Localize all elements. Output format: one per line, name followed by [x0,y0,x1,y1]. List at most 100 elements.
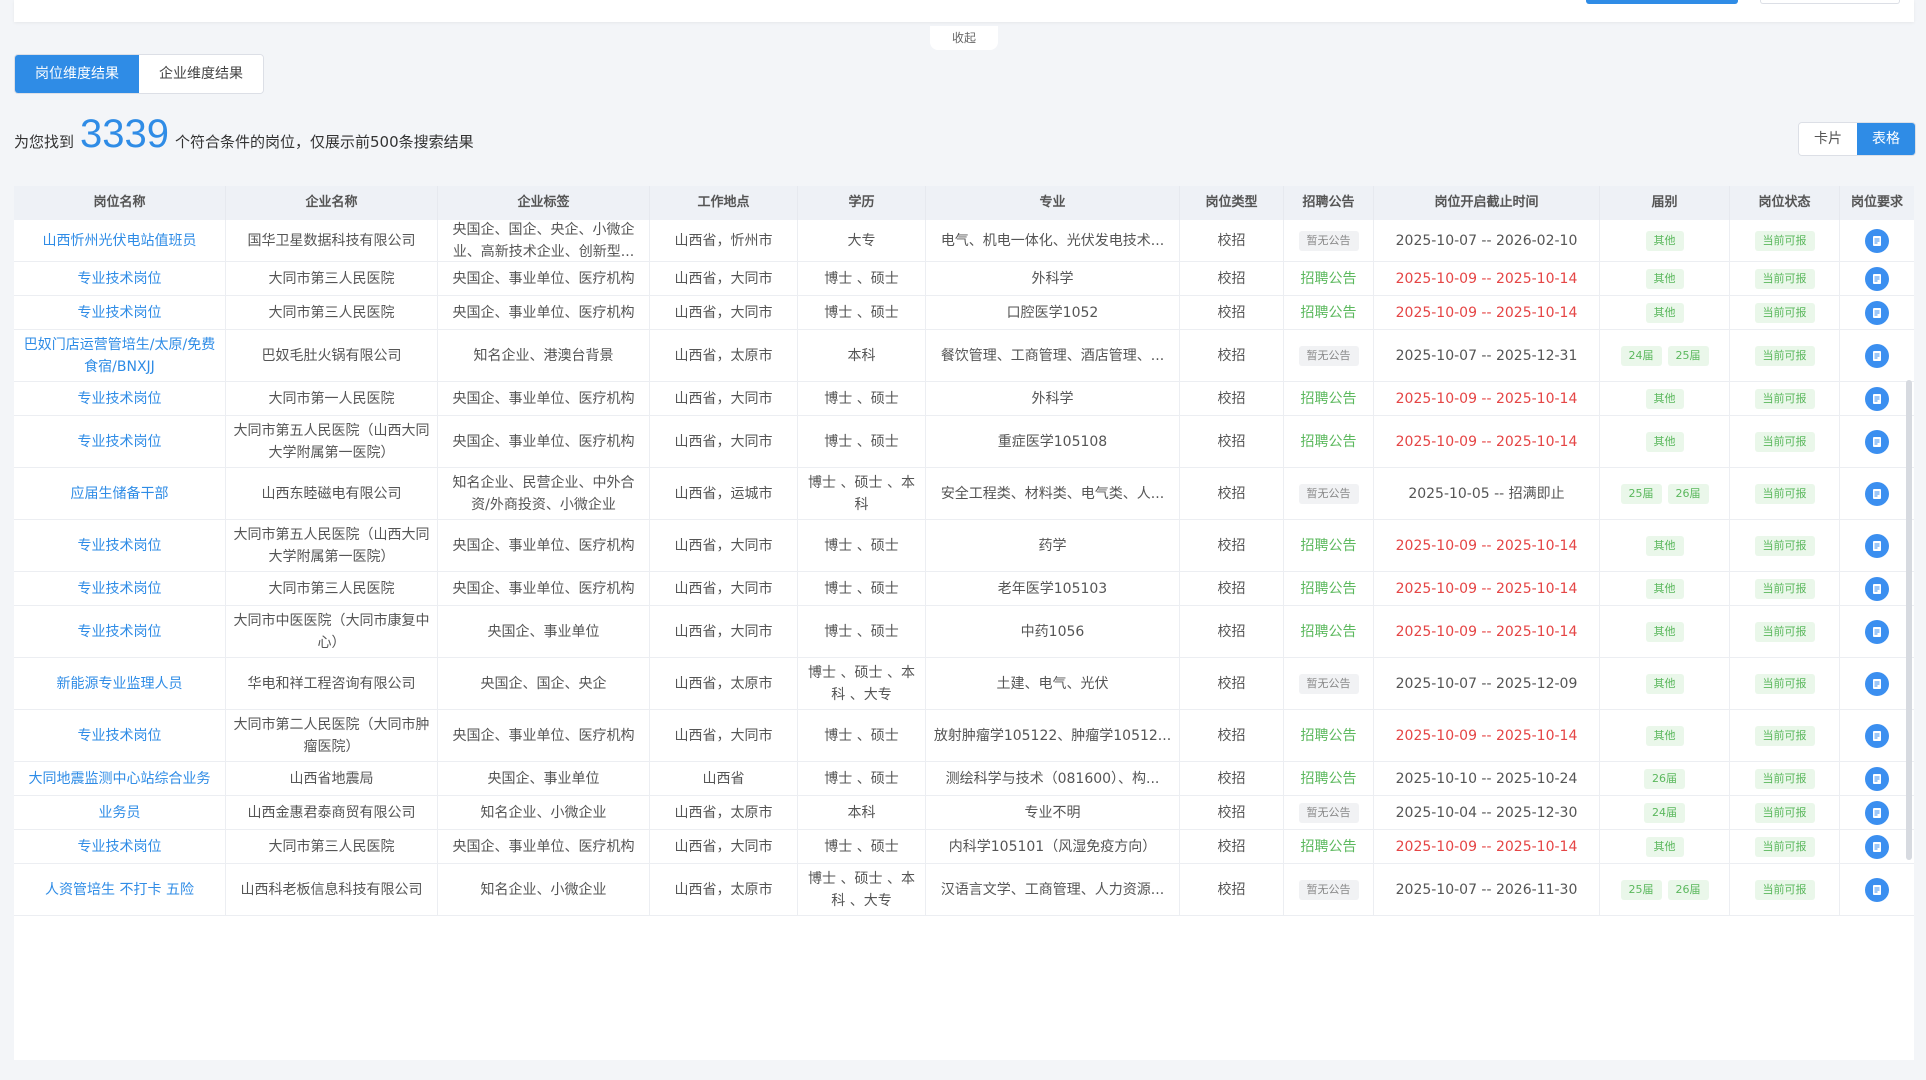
job-type: 校招 [1180,606,1284,657]
recruit-notice-link[interactable]: 招聘公告 [1300,770,1357,787]
recruit-notice-link[interactable]: 招聘公告 [1300,623,1357,640]
education: 博士 、硕士 、本科 、大专 [798,864,926,915]
document-icon[interactable] [1865,576,1889,601]
job-requirement-cell [1840,762,1914,795]
recruit-notice-link[interactable]: 招聘公告 [1300,433,1357,450]
document-icon[interactable] [1865,834,1889,859]
work-location: 山西省 [650,762,798,795]
graduate-year-cell: 其他 [1600,658,1730,709]
recruit-notice-link[interactable]: 招聘公告 [1300,270,1357,287]
job-name-link[interactable]: 山西忻州光伏电站值班员 [14,220,226,261]
job-name-link[interactable]: 专业技术岗位 [14,572,226,605]
table-view-button[interactable]: 表格 [1857,123,1915,155]
job-name-link[interactable]: 业务员 [14,796,226,829]
recruit-notice-link[interactable]: 招聘公告 [1300,537,1357,554]
document-icon[interactable] [1865,766,1889,791]
tab-position-dimension[interactable]: 岗位维度结果 [15,55,139,93]
table-row[interactable]: 人资管培生 不打卡 五险 山西科老板信息科技有限公司 知名企业、小微企业 山西省，太原… [14,864,1914,916]
table-row[interactable]: 专业技术岗位 大同市第三人民医院 央国企、事业单位、医疗机构 山西省，大同市 博士 、硕… [14,262,1914,296]
document-icon[interactable] [1865,619,1889,644]
table-row[interactable]: 专业技术岗位 大同市第二人民医院（大同市肿瘤医院） 央国企、事业单位、医疗机构 山西省… [14,710,1914,762]
job-status-cell: 当前可报 [1730,864,1840,915]
graduate-year-badge: 其他 [1645,230,1684,251]
table-row[interactable]: 新能源专业监理人员 华电和祥工程咨询有限公司 央国企、国企、央企 山西省，太原市 博士 … [14,658,1914,710]
job-name-link[interactable]: 专业技术岗位 [14,296,226,329]
tab-company-dimension[interactable]: 企业维度结果 [139,55,263,93]
job-type: 校招 [1180,710,1284,761]
job-name-link[interactable]: 专业技术岗位 [14,382,226,415]
major: 放射肿瘤学105122、肿瘤学10512... [926,710,1180,761]
job-name-link[interactable]: 专业技术岗位 [14,262,226,295]
graduate-year-badge: 其他 [1645,535,1684,556]
job-name-link[interactable]: 专业技术岗位 [14,416,226,467]
table-row[interactable]: 山西忻州光伏电站值班员 国华卫星数据科技有限公司 央国企、国企、央企、小微企业、高新… [14,220,1914,262]
education: 博士 、硕士 [798,382,926,415]
job-name-link[interactable]: 专业技术岗位 [14,830,226,863]
job-name-link[interactable]: 专业技术岗位 [14,520,226,571]
recruit-notice-link[interactable]: 招聘公告 [1300,727,1357,744]
recruit-notice-cell: 暂无公告 [1284,220,1374,261]
graduate-year-cell: 其他 [1600,416,1730,467]
education: 博士 、硕士 [798,572,926,605]
job-name-link[interactable]: 专业技术岗位 [14,606,226,657]
table-row[interactable]: 应届生储备干部 山西东睦磁电有限公司 知名企业、民营企业、中外合资/外商投资、小微企… [14,468,1914,520]
recruit-notice-cell: 招聘公告 [1284,830,1374,863]
document-icon[interactable] [1865,481,1889,506]
recruit-notice-link[interactable]: 招聘公告 [1300,390,1357,407]
document-icon[interactable] [1865,386,1889,411]
education: 博士 、硕士 [798,416,926,467]
graduate-year-cell: 其他 [1600,710,1730,761]
job-name-link[interactable]: 专业技术岗位 [14,710,226,761]
major: 测绘科学与技术（081600）、构... [926,762,1180,795]
table-row[interactable]: 业务员 山西金惠君泰商贸有限公司 知名企业、小微企业 山西省，太原市 本科 专业不明 校招暂… [14,796,1914,830]
status-badge: 当前可报 [1754,388,1815,409]
recruit-notice-link[interactable]: 招聘公告 [1300,304,1357,321]
recruit-notice-cell: 招聘公告 [1284,606,1374,657]
search-button[interactable] [1586,0,1738,4]
document-icon[interactable] [1865,429,1889,454]
table-row[interactable]: 专业技术岗位 大同市第五人民医院（山西大同大学附属第一医院） 央国企、事业单位、医疗… [14,520,1914,572]
job-name-link[interactable]: 新能源专业监理人员 [14,658,226,709]
document-icon[interactable] [1865,877,1889,902]
card-view-button[interactable]: 卡片 [1799,123,1857,155]
job-name-link[interactable]: 应届生储备干部 [14,468,226,519]
document-icon[interactable] [1865,800,1889,825]
graduate-year-badge: 其他 [1645,431,1684,452]
result-suffix: 个符合条件的岗位，仅展示前500条搜索结果 [175,133,474,151]
graduate-year-badge: 25届 [1620,483,1662,504]
education: 博士 、硕士 [798,710,926,761]
recruit-notice-link[interactable]: 招聘公告 [1300,580,1357,597]
document-icon[interactable] [1865,228,1889,253]
education: 本科 [798,330,926,381]
table-row[interactable]: 专业技术岗位 大同市第三人民医院 央国企、事业单位、医疗机构 山西省，大同市 博士 、硕… [14,296,1914,330]
table-row[interactable]: 大同地震监测中心站综合业务 山西省地震局 央国企、事业单位 山西省 博士 、硕士 测绘科学… [14,762,1914,796]
job-name-link[interactable]: 人资管培生 不打卡 五险 [14,864,226,915]
company-name: 山西省地震局 [226,762,438,795]
graduate-year-cell: 24届 [1600,796,1730,829]
document-icon[interactable] [1865,266,1889,291]
document-icon[interactable] [1865,671,1889,696]
table-row[interactable]: 专业技术岗位 大同市第三人民医院 央国企、事业单位、医疗机构 山西省，大同市 博士 、硕… [14,572,1914,606]
document-icon[interactable] [1865,300,1889,325]
table-row[interactable]: 专业技术岗位 大同市中医医院（大同市康复中心） 央国企、事业单位 山西省，大同市 博士 … [14,606,1914,658]
company-tags: 知名企业、小微企业 [438,864,650,915]
document-icon[interactable] [1865,533,1889,558]
status-badge: 当前可报 [1754,431,1815,452]
company-name: 大同市第三人民医院 [226,572,438,605]
job-type: 校招 [1180,830,1284,863]
reset-button[interactable] [1760,0,1900,4]
table-scrollbar[interactable] [1906,380,1912,860]
job-name-link[interactable]: 巴奴门店运营管培生/太原/免费食宿/BNXJJ [14,330,226,381]
table-row[interactable]: 专业技术岗位 大同市第三人民医院 央国企、事业单位、医疗机构 山西省，大同市 博士 、硕… [14,830,1914,864]
column-header-job-name: 岗位名称 [14,186,226,220]
job-name-link[interactable]: 大同地震监测中心站综合业务 [14,762,226,795]
collapse-toggle[interactable]: 收起 [930,26,998,50]
job-requirement-cell [1840,796,1914,829]
document-icon[interactable] [1865,723,1889,748]
company-name: 大同市第一人民医院 [226,382,438,415]
document-icon[interactable] [1865,343,1889,368]
table-row[interactable]: 专业技术岗位 大同市第五人民医院（山西大同大学附属第一医院） 央国企、事业单位、医疗… [14,416,1914,468]
table-row[interactable]: 专业技术岗位 大同市第一人民医院 央国企、事业单位、医疗机构 山西省，大同市 博士 、硕… [14,382,1914,416]
table-row[interactable]: 巴奴门店运营管培生/太原/免费食宿/BNXJJ 巴奴毛肚火锅有限公司 知名企业、港澳… [14,330,1914,382]
recruit-notice-link[interactable]: 招聘公告 [1300,838,1357,855]
